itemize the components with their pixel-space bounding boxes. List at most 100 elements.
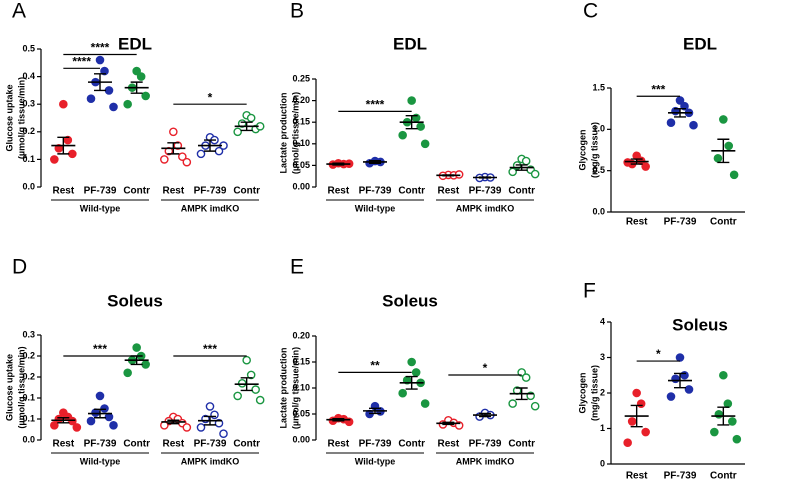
data-point [623,158,632,167]
y-tick-label: 0.4 [22,71,35,81]
category-label: Contr [398,186,425,197]
data-point [242,355,251,365]
panel-letter: A [12,0,26,23]
error-bar [442,174,455,177]
category-label: Rest [327,439,349,450]
y-tick-label: 0.1 [22,392,35,402]
error-bar-line [332,417,345,422]
error-bar-line [204,415,216,426]
data-point [416,122,425,131]
significance-label: * [208,90,213,104]
error-bar-line [240,121,253,132]
data-point [178,152,187,161]
error-bar-line [442,174,455,177]
chart-title: EDL [683,34,717,53]
data-point [95,391,105,401]
error-bar [204,415,216,426]
y-axis-label: Glucose uptake [4,84,14,151]
error-bar-line [515,387,528,401]
data-point [63,135,73,145]
data-point [508,399,517,408]
y-tick-label: 0.5 [22,43,35,53]
data-point [233,391,242,401]
y-axis-label: (µmol/g tissue/min) [290,347,300,429]
category-label: PF-739 [469,186,502,197]
error-bar [167,142,180,155]
error-bar [630,404,643,428]
y-axis-label: (mg/g tissue) [589,122,599,178]
error-bar-line [130,81,143,94]
data-point [68,149,77,159]
significance-label: ** [370,359,380,373]
data-point [728,417,737,426]
data-point [710,427,719,437]
error-bar [94,73,106,92]
data-point [723,399,733,408]
category-label: Contr [398,439,425,450]
error-bar-line [630,404,643,428]
data-point [684,385,694,394]
y-axis-label: (µmol/g tissue/min) [16,77,26,159]
data-point [521,373,531,382]
y-tick-label: 0.3 [22,329,35,339]
error-bar-line [630,158,643,165]
error-bar-line [515,164,528,171]
group-label: AMPK imdKO [181,203,240,213]
error-bar [332,417,345,422]
data-point [251,385,260,394]
y-tick-label: 0.25 [292,73,310,83]
y-tick-label: 0.0 [22,181,35,191]
data-point [689,120,698,130]
error-bar-line [479,412,491,418]
error-bar-line [167,142,180,155]
data-point [123,368,132,378]
error-bar [94,408,106,419]
data-point [411,368,421,377]
data-point [420,399,430,408]
group-label: AMPK imdKO [456,203,515,213]
chart-title: Soleus [382,291,438,310]
error-bar [515,164,528,171]
data-point [632,388,641,398]
data-point [72,423,82,432]
y-tick-label: 1 [600,423,605,433]
data-point [100,66,109,76]
category-label: Rest [626,217,648,228]
data-point [182,157,192,167]
data-point [100,404,109,413]
data-point [420,139,430,149]
error-bar-line [94,408,106,419]
data-point [641,162,650,171]
error-bar [57,417,70,424]
group-label: AMPK imdKO [456,456,515,466]
error-bar [405,375,418,390]
error-bar-line [240,377,253,392]
error-bar-line [674,372,686,389]
data-point [54,144,64,153]
data-point [104,86,114,95]
category-label: Contr [123,439,150,450]
data-point [132,343,141,352]
y-tick-label: 0.2 [22,371,35,381]
data-point [398,130,407,140]
error-bar [442,421,455,426]
y-tick-label: 0.10 [292,382,310,392]
data-point [719,115,728,124]
data-point [141,91,150,101]
error-bar-line [332,162,345,166]
data-point [508,167,517,177]
error-bar [717,406,730,426]
y-tick-label: 0.2 [22,350,35,360]
category-label: PF-739 [469,439,502,450]
data-point [398,388,407,398]
data-point [95,55,105,65]
significance-label: **** [91,41,110,55]
data-point [675,353,685,362]
error-bar-line [479,176,491,179]
category-label: Contr [710,217,737,228]
y-tick-label: 0.3 [22,99,35,109]
data-point [86,94,96,103]
y-tick-label: 1.5 [592,82,605,92]
category-label: Rest [162,439,184,450]
error-bar [674,372,686,389]
